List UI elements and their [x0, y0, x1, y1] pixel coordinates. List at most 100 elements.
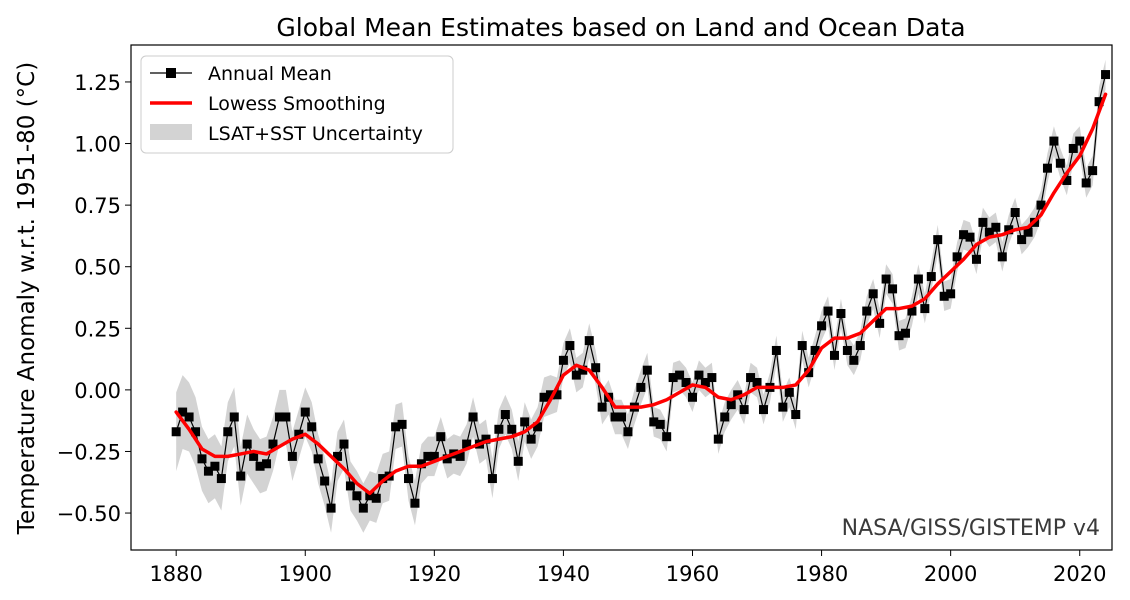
annual-mean-point — [565, 341, 575, 351]
annual-mean-point — [971, 254, 981, 264]
x-axis: 1880 1900 1920 1940 1960 1980 2000 2020 — [149, 550, 1106, 586]
annual-mean-point — [526, 434, 536, 444]
annual-mean-point — [700, 377, 710, 387]
annual-mean-point — [442, 454, 452, 464]
annual-mean-point — [552, 390, 562, 400]
y-tick-label: 0.00 — [74, 379, 121, 403]
y-tick-label: −0.50 — [57, 502, 121, 526]
annual-mean-point — [997, 252, 1007, 262]
annual-mean-point — [1004, 225, 1014, 235]
annual-mean-point — [571, 370, 581, 380]
annual-mean-point — [623, 427, 633, 437]
annual-mean-point — [991, 222, 1001, 232]
annual-mean-point — [500, 410, 510, 420]
annual-mean-point — [888, 284, 898, 294]
annual-mean-point — [249, 451, 259, 461]
annual-mean-point — [533, 422, 543, 432]
legend-annual-mean-marker — [166, 68, 176, 78]
annual-mean-point — [358, 503, 368, 513]
annual-mean-point — [939, 291, 949, 301]
annual-mean-point — [423, 451, 433, 461]
annual-mean-point — [494, 424, 504, 434]
annual-mean-point — [758, 405, 768, 415]
annual-mean-point — [171, 427, 181, 437]
annual-mean-point — [965, 232, 975, 242]
legend-uncertainty-swatch — [150, 124, 192, 140]
annual-mean-point — [365, 491, 375, 501]
annual-mean-point — [687, 392, 697, 402]
annual-mean-point — [584, 336, 594, 346]
annual-mean-point — [681, 377, 691, 387]
annual-mean-point — [242, 439, 252, 449]
annual-mean-point — [610, 412, 620, 422]
annual-mean-point — [191, 427, 201, 437]
annual-mean-point — [597, 402, 607, 412]
annual-mean-point — [436, 432, 446, 442]
annual-mean-point — [746, 373, 756, 383]
annual-mean-point — [1055, 158, 1065, 168]
annual-mean-point — [707, 373, 717, 383]
x-tick-label: 1980 — [795, 562, 848, 586]
plot-area — [171, 59, 1111, 533]
annual-mean-point — [810, 345, 820, 355]
annual-mean-point — [487, 474, 497, 484]
annual-mean-point — [952, 252, 962, 262]
annual-mean-point — [649, 417, 659, 427]
annual-mean-point — [397, 419, 407, 429]
annual-mean-point — [752, 377, 762, 387]
annual-mean-point — [546, 390, 556, 400]
annual-mean-point — [1075, 136, 1085, 146]
annual-mean-point — [655, 419, 665, 429]
annual-mean-point — [894, 331, 904, 341]
annual-mean-point — [378, 474, 388, 484]
legend-label-annual-mean: Annual Mean — [208, 63, 332, 85]
annual-mean-point — [558, 355, 568, 365]
annual-mean-point — [668, 373, 678, 383]
annual-mean-point — [429, 451, 439, 461]
annual-mean-point — [229, 412, 239, 422]
y-tick-label: 0.50 — [74, 256, 121, 280]
source-watermark: NASA/GISS/GISTEMP v4 — [842, 516, 1100, 541]
annual-mean-point — [326, 503, 336, 513]
annual-mean-point — [1010, 208, 1020, 218]
annual-mean-point — [507, 424, 517, 434]
annual-mean-point — [216, 474, 226, 484]
annual-mean-point — [294, 429, 304, 439]
annual-mean-point — [907, 306, 917, 316]
annual-mean-point — [203, 466, 213, 476]
annual-mean-point — [287, 451, 297, 461]
annual-mean-point — [313, 454, 323, 464]
annual-mean-point — [1094, 97, 1104, 107]
annual-mean-point — [591, 363, 601, 373]
annual-mean-point — [984, 227, 994, 237]
annual-mean-point — [1062, 175, 1072, 185]
y-axis: −0.50 −0.25 0.00 0.25 0.50 0.75 1.00 1.25 — [57, 71, 131, 526]
annual-mean-point — [352, 491, 362, 501]
annual-mean-point — [1017, 235, 1027, 245]
annual-mean-point — [410, 498, 420, 508]
annual-mean-point — [320, 476, 330, 486]
annual-mean-point — [694, 370, 704, 380]
annual-mean-point — [733, 390, 743, 400]
annual-mean-point — [1081, 178, 1091, 188]
annual-mean-point — [184, 412, 194, 422]
annual-mean-point — [617, 412, 626, 422]
annual-mean-point — [1088, 166, 1098, 176]
annual-mean-point — [771, 345, 781, 355]
legend: Annual Mean Lowess Smoothing LSAT+SST Un… — [140, 55, 454, 154]
annual-mean-point — [1049, 136, 1059, 146]
annual-mean-point — [875, 318, 885, 328]
annual-mean-point — [713, 434, 723, 444]
lowess-smoothing-line — [174, 92, 1108, 496]
legend-label-lowess: Lowess Smoothing — [208, 93, 386, 115]
annual-mean-point — [268, 439, 278, 449]
annual-mean-point — [855, 341, 865, 351]
annual-mean-point — [520, 417, 530, 427]
annual-mean-point — [333, 451, 343, 461]
annual-mean-point — [1042, 163, 1052, 173]
annual-mean-point — [468, 412, 478, 422]
annual-mean-point — [913, 274, 923, 284]
annual-mean-point — [578, 365, 588, 375]
annual-mean-point — [255, 461, 265, 471]
